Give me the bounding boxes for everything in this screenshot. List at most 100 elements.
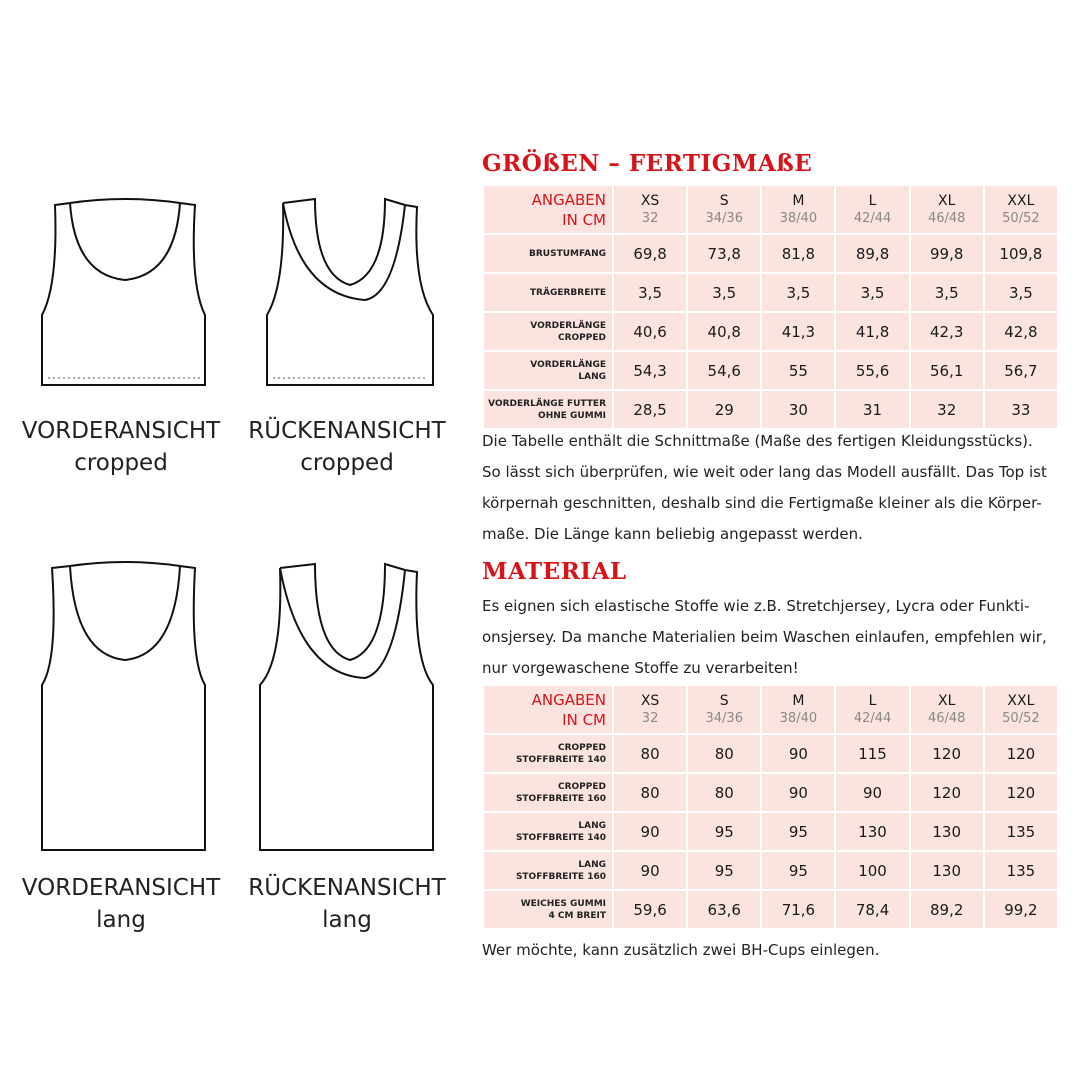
row-label-line: 4 CM BREIT <box>548 910 606 921</box>
size-number: 34/36 <box>705 210 743 226</box>
row-label: VORDERLÄNGE LANG <box>484 352 612 389</box>
material-description: Es eignen sich elastische Stoffe wie z.B… <box>482 591 1072 684</box>
sizes-heading: GRÖßEN – FERTIGMAßE <box>482 150 813 177</box>
units-label: ANGABEN IN CM <box>484 686 612 733</box>
table-cell: 120 <box>984 774 1057 811</box>
table-cell: 80 <box>614 774 687 811</box>
row-label: TRÄGERBREITE <box>484 274 612 311</box>
table-cell: 90 <box>762 774 835 811</box>
size-number: 46/48 <box>927 710 966 726</box>
table-cell: 63,6 <box>688 891 761 928</box>
size-header: XL 46/48 <box>910 186 983 233</box>
size-label: XS <box>640 192 660 209</box>
table-cell: 54,6 <box>688 352 761 389</box>
size-label: XL <box>938 692 956 709</box>
caption-variant: lang <box>322 907 372 933</box>
size-number: 38/40 <box>779 210 818 226</box>
measurements-description: Die Tabelle enthält die Schnittmaße (Maß… <box>482 426 1072 550</box>
size-header: L 42/44 <box>836 186 909 233</box>
caption-variant: lang <box>96 907 146 933</box>
table-cell: 90 <box>762 735 835 772</box>
caption-back-cropped: RÜCKENANSICHT cropped <box>232 415 462 479</box>
table-cell: 130 <box>836 813 909 850</box>
size-label: L <box>868 692 877 709</box>
units-line: IN CM <box>562 710 606 729</box>
table-cell: 80 <box>688 735 761 772</box>
row-label-line: CROPPED <box>558 781 606 792</box>
row-label-line: VORDERLÄNGE <box>530 320 606 331</box>
table-row: WEICHES GUMMI 4 CM BREIT 59,6 63,6 71,6 78,4 8… <box>484 891 1057 928</box>
table-cell: 80 <box>614 735 687 772</box>
caption-front-long: VORDERANSICHT lang <box>6 872 236 936</box>
text-line: nur vorgewaschene Stoffe zu verarbeiten! <box>482 659 799 677</box>
caption-front-cropped: VORDERANSICHT cropped <box>6 415 236 479</box>
size-label: S <box>719 692 729 709</box>
table-cell: 115 <box>836 735 909 772</box>
text-line: onsjersey. Da manche Materialien beim Wa… <box>482 628 1047 646</box>
table-cell: 42,8 <box>984 313 1057 350</box>
size-label: XXL <box>1007 192 1035 209</box>
size-number: 32 <box>641 210 659 226</box>
caption-back-long: RÜCKENANSICHT lang <box>232 872 462 936</box>
table-row: VORDERLÄNGE FUTTER OHNE GUMMI 28,5 29 30 31 32… <box>484 391 1057 428</box>
size-number: 34/36 <box>705 710 743 726</box>
row-label-line: CROPPED <box>558 742 606 753</box>
size-number: 50/52 <box>1002 210 1040 226</box>
table-cell: 3,5 <box>984 274 1057 311</box>
size-header: XXL 50/52 <box>984 686 1057 733</box>
table-cell: 95 <box>688 852 761 889</box>
text-line: So lässt sich überprüfen, wie weit oder … <box>482 463 1047 481</box>
row-label: VORDERLÄNGE FUTTER OHNE GUMMI <box>484 391 612 428</box>
table-cell: 95 <box>688 813 761 850</box>
table-cell: 54,3 <box>614 352 687 389</box>
finished-measurements-table: ANGABEN IN CM XS 32 S 34/36 M 38/40 L 42/44 XL 46/4… <box>482 184 1059 430</box>
size-number: 42/44 <box>853 710 892 726</box>
table-row: LANG STOFFBREITE 140 90 95 95 130 130 135 <box>484 813 1057 850</box>
fabric-requirements-table: ANGABEN IN CM XS 32 S 34/36 M 38/40 L 42/44 XL 46/4… <box>482 684 1059 930</box>
size-label: M <box>792 192 805 209</box>
table-cell: 99,8 <box>910 235 983 272</box>
table-cell: 33 <box>984 391 1057 428</box>
units-line: IN CM <box>562 210 606 229</box>
units-label: ANGABEN IN CM <box>484 186 612 233</box>
caption-title: VORDERANSICHT <box>21 875 221 901</box>
row-label-line: LANG <box>578 859 606 870</box>
row-label-line: CROPPED <box>558 332 606 343</box>
size-number: 50/52 <box>1002 710 1040 726</box>
row-label-line: OHNE GUMMI <box>538 410 606 421</box>
table-cell: 31 <box>836 391 909 428</box>
table-cell: 30 <box>762 391 835 428</box>
table-row: VORDERLÄNGE LANG 54,3 54,6 55 55,6 56,1 56,7 <box>484 352 1057 389</box>
back-view-long-drawing <box>259 562 434 851</box>
row-label: CROPPED STOFFBREITE 140 <box>484 735 612 772</box>
table-cell: 71,6 <box>762 891 835 928</box>
table-cell: 42,3 <box>910 313 983 350</box>
size-number: 46/48 <box>927 210 966 226</box>
table-cell: 40,8 <box>688 313 761 350</box>
size-header: XXL 50/52 <box>984 186 1057 233</box>
back-view-cropped-drawing <box>266 197 434 386</box>
table-cell: 90 <box>836 774 909 811</box>
caption-variant: cropped <box>74 450 168 476</box>
row-label-line: TRÄGERBREITE <box>529 287 606 298</box>
row-label: BRUSTUMFANG <box>484 235 612 272</box>
row-label-line: BRUSTUMFANG <box>529 248 606 259</box>
table-cell: 100 <box>836 852 909 889</box>
table-cell: 28,5 <box>614 391 687 428</box>
caption-title: RÜCKENANSICHT <box>248 418 446 444</box>
table-cell: 135 <box>984 813 1057 850</box>
table-cell: 78,4 <box>836 891 909 928</box>
table-row: CROPPED STOFFBREITE 160 80 80 90 90 120 120 <box>484 774 1057 811</box>
table-cell: 99,2 <box>984 891 1057 928</box>
table-cell: 95 <box>762 852 835 889</box>
row-label: WEICHES GUMMI 4 CM BREIT <box>484 891 612 928</box>
table-cell: 3,5 <box>688 274 761 311</box>
table-row: CROPPED STOFFBREITE 140 80 80 90 115 120 120 <box>484 735 1057 772</box>
row-label-line: VORDERLÄNGE FUTTER <box>488 398 606 409</box>
caption-variant: cropped <box>300 450 394 476</box>
text-line: körpernah geschnitten, deshalb sind die … <box>482 494 1042 512</box>
size-header: S 34/36 <box>688 686 761 733</box>
row-label: VORDERLÄNGE CROPPED <box>484 313 612 350</box>
table-cell: 80 <box>688 774 761 811</box>
table-cell: 120 <box>910 774 983 811</box>
